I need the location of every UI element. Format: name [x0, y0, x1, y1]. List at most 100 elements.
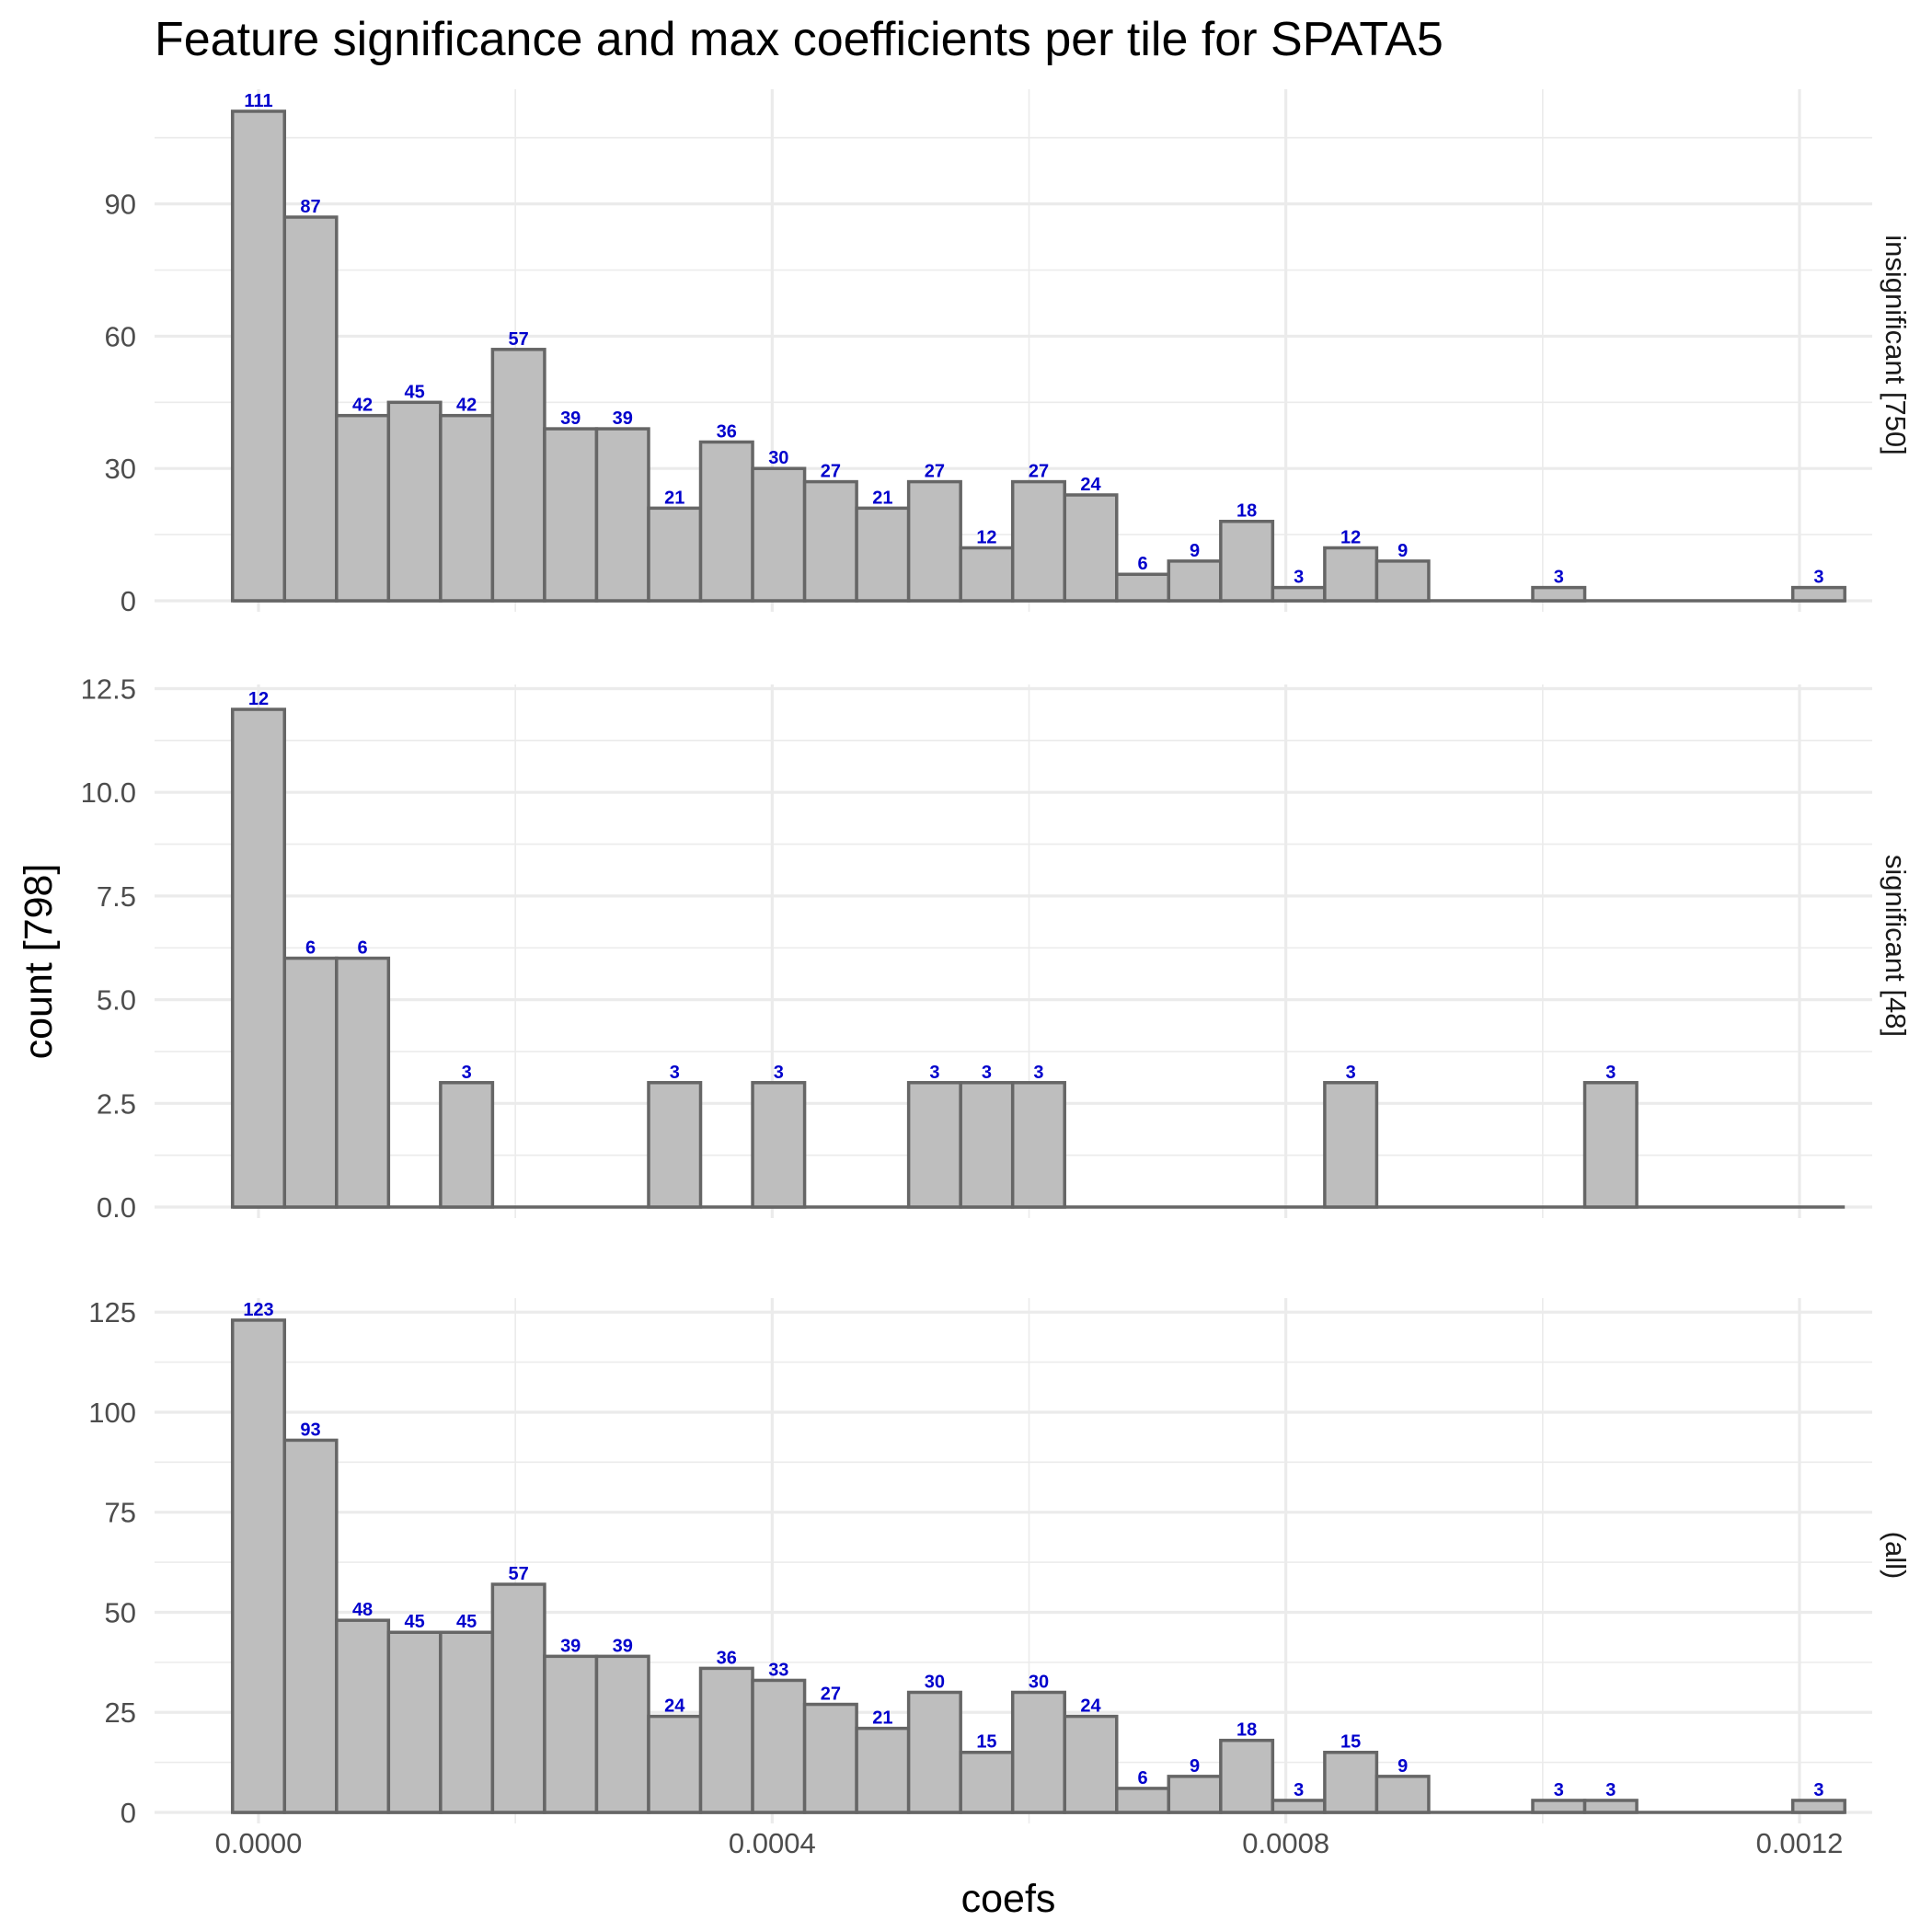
- bar-count-label: 39: [560, 408, 581, 429]
- histogram-bar: [1271, 585, 1327, 603]
- histogram-bar: [1790, 585, 1846, 603]
- histogram-bar: [386, 1630, 443, 1814]
- histogram-bar: [1063, 493, 1119, 603]
- bar-count-label: 3: [1813, 1780, 1823, 1800]
- histogram-bar: [906, 479, 962, 603]
- y-tick-label: 50: [105, 1596, 136, 1628]
- y-axis-title: count [798]: [17, 864, 61, 1060]
- facet-strip-label: insignificant [750]: [1880, 235, 1912, 455]
- bar-count-label: 87: [300, 197, 320, 217]
- histogram-bar: [698, 440, 754, 603]
- y-tick-label: 90: [105, 189, 136, 221]
- bar-count-label: 30: [768, 448, 788, 468]
- histogram-bar: [1115, 572, 1171, 603]
- histogram-bar: [1323, 1081, 1379, 1209]
- y-tick-label: 25: [105, 1696, 136, 1729]
- bar-count-label: 27: [821, 1685, 841, 1705]
- bar-count-label: 3: [1554, 568, 1564, 588]
- histogram-bar: [230, 707, 287, 1209]
- bar-count-label: 33: [768, 1660, 788, 1680]
- bar-count-label: 42: [352, 396, 373, 416]
- panel-2: 0.0 2.5 5.0 7.5 10.0 12.5 12 6 6 3 3 3 3 3 3 3 3 signific…: [81, 673, 1912, 1224]
- histogram-bar: [1219, 1738, 1275, 1814]
- y-tick-label: 125: [88, 1296, 136, 1328]
- histogram-bar: [282, 1438, 339, 1814]
- y-tick-label: 100: [88, 1397, 136, 1429]
- histogram-bar: [282, 956, 339, 1209]
- bar-count-label: 3: [774, 1063, 784, 1083]
- bar-count-label: 24: [1080, 1696, 1101, 1717]
- histogram-bar: [335, 1618, 391, 1814]
- x-tick-label: 0.0012: [1756, 1827, 1844, 1859]
- bar-count-label: 48: [352, 1600, 373, 1620]
- histogram-bar: [335, 956, 391, 1209]
- y-tick-label: 0: [121, 585, 136, 617]
- bar-count-label: 3: [1346, 1063, 1356, 1083]
- bar-count-label: 27: [821, 462, 841, 482]
- y-tick-label: 2.5: [97, 1087, 136, 1120]
- bar-count-label: 12: [976, 527, 996, 547]
- histogram-bar: [959, 1750, 1015, 1814]
- bar-count-label: 24: [1080, 475, 1101, 495]
- histogram-bar: [1271, 1799, 1327, 1814]
- bar-count-label: 111: [244, 91, 272, 111]
- histogram-bar: [230, 109, 287, 603]
- histogram-bar: [1374, 1775, 1431, 1814]
- histogram-bar: [751, 466, 807, 603]
- bar-count-label: 6: [305, 938, 316, 959]
- bar-count-label: 42: [456, 396, 477, 416]
- histogram-bar: [594, 427, 650, 603]
- x-tick-label: 0.0000: [215, 1827, 303, 1859]
- histogram-bar: [1219, 519, 1275, 603]
- bar-count-label: 21: [872, 488, 892, 508]
- histogram-bar: [1010, 1081, 1066, 1209]
- histogram-bar: [1531, 1799, 1587, 1814]
- bar-count-label: 45: [404, 1612, 424, 1632]
- bar-count-label: 24: [664, 1696, 685, 1717]
- bar-count-label: 21: [664, 488, 684, 508]
- histogram-bar: [1167, 1775, 1223, 1814]
- x-tick-label: 0.0008: [1242, 1827, 1329, 1859]
- bar-count-label: 39: [613, 408, 633, 429]
- bar-count-label: 45: [456, 1612, 477, 1632]
- x-tick-label: 0.0004: [729, 1827, 816, 1859]
- bar-count-label: 6: [1137, 1768, 1147, 1788]
- histogram-bar: [802, 479, 858, 603]
- histogram-bar: [490, 1582, 546, 1814]
- histogram-bar: [751, 1081, 807, 1209]
- bar-count-label: 3: [929, 1063, 939, 1083]
- bar-count-label: 21: [872, 1708, 892, 1729]
- histogram-bar: [1531, 585, 1587, 603]
- bar-count-label: 45: [404, 382, 424, 402]
- bar-count-label: 123: [243, 1300, 273, 1320]
- bar-count-label: 18: [1236, 1720, 1257, 1741]
- bar-count-label: 36: [717, 421, 737, 442]
- bar-count-label: 27: [925, 462, 945, 482]
- histogram-bar: [1374, 559, 1431, 603]
- histogram-bar: [335, 413, 391, 603]
- histogram-bar: [230, 1318, 287, 1814]
- histogram-bar: [1167, 559, 1223, 603]
- bar-count-label: 3: [1813, 568, 1823, 588]
- bar-count-label: 18: [1236, 501, 1257, 522]
- y-tick-label: 75: [105, 1497, 136, 1529]
- chart-title: Feature significance and max coefficient…: [155, 13, 1443, 66]
- histogram-bar: [1323, 546, 1379, 603]
- histogram-bar: [1790, 1799, 1846, 1814]
- histogram-bar: [802, 1702, 858, 1814]
- bar-count-label: 3: [670, 1063, 680, 1083]
- histogram-bar: [543, 1654, 599, 1814]
- bar-count-label: 3: [982, 1063, 992, 1083]
- histogram-bar: [1582, 1081, 1639, 1209]
- bar-count-label: 3: [1294, 568, 1304, 588]
- bar-count-label: 39: [560, 1636, 581, 1656]
- bar-count-label: 9: [1190, 1756, 1200, 1777]
- y-tick-label: 5.0: [97, 984, 136, 1017]
- histogram-bar: [490, 348, 546, 603]
- histogram-bar: [855, 1726, 911, 1814]
- y-tick-label: 12.5: [81, 673, 136, 706]
- y-tick-label: 0.0: [97, 1191, 136, 1224]
